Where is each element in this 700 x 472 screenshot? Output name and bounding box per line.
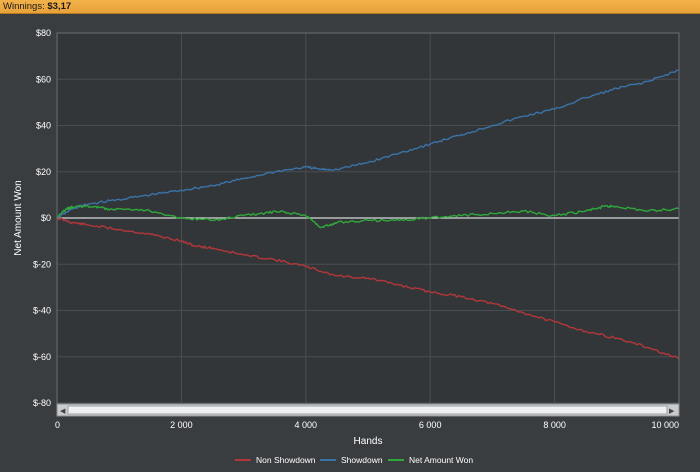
x-tick-label: 2 000 xyxy=(170,420,193,430)
legend-label-showdown: Showdown xyxy=(341,455,383,465)
y-tick-label: $-20 xyxy=(33,259,51,269)
scroll-left-arrow-icon[interactable]: ◀ xyxy=(60,408,66,415)
y-tick-label: $0 xyxy=(41,213,51,223)
series-line-showdown xyxy=(56,69,680,219)
y-axis-title: Net Amount Won xyxy=(13,180,24,255)
x-tick-label: 0 xyxy=(55,420,60,430)
x-tick-label: 4 000 xyxy=(295,420,318,430)
horizontal-scrollbar[interactable]: ◀ ▶ xyxy=(56,403,680,417)
legend-label-non-showdown: Non Showdown xyxy=(256,455,316,465)
series-line-net-amount-won xyxy=(56,204,680,229)
y-tick-label: $40 xyxy=(36,121,51,131)
y-tick-label: $60 xyxy=(36,74,51,84)
y-tick-label: $-60 xyxy=(33,352,51,362)
winnings-label: Winnings: xyxy=(3,1,45,12)
y-tick-label: $20 xyxy=(36,167,51,177)
legend: Non Showdown Showdown Net Amount Won xyxy=(235,455,473,465)
legend-label-net-amount-won: Net Amount Won xyxy=(409,455,473,465)
series-lines xyxy=(56,69,680,360)
x-tick-label: 6 000 xyxy=(419,420,442,430)
winnings-header-bar: Winnings: $3,17 xyxy=(0,0,700,14)
x-tick-label: 10 000 xyxy=(651,420,679,430)
y-tick-label: $-80 xyxy=(33,398,51,408)
y-tick-label: $80 xyxy=(36,28,51,38)
winnings-value: $3,17 xyxy=(47,1,72,12)
scroll-right-arrow-icon[interactable]: ▶ xyxy=(669,408,675,415)
winnings-chart: $80 $60 $40 $20 $0 $-20 $-40 $-60 $-80 0 2 000 4 0… xyxy=(13,28,680,465)
scrollbar-thumb[interactable] xyxy=(67,405,668,415)
y-tick-label: $-40 xyxy=(33,306,51,316)
plot-area xyxy=(57,33,679,406)
x-axis-ticks: 0 2 000 4 000 6 000 8 000 10 000 xyxy=(55,420,679,430)
x-axis-title: Hands xyxy=(354,436,383,447)
y-axis-ticks: $80 $60 $40 $20 $0 $-20 $-40 $-60 $-80 xyxy=(33,28,51,408)
x-tick-label: 8 000 xyxy=(543,420,566,430)
series-line-non-showdown xyxy=(56,217,680,360)
